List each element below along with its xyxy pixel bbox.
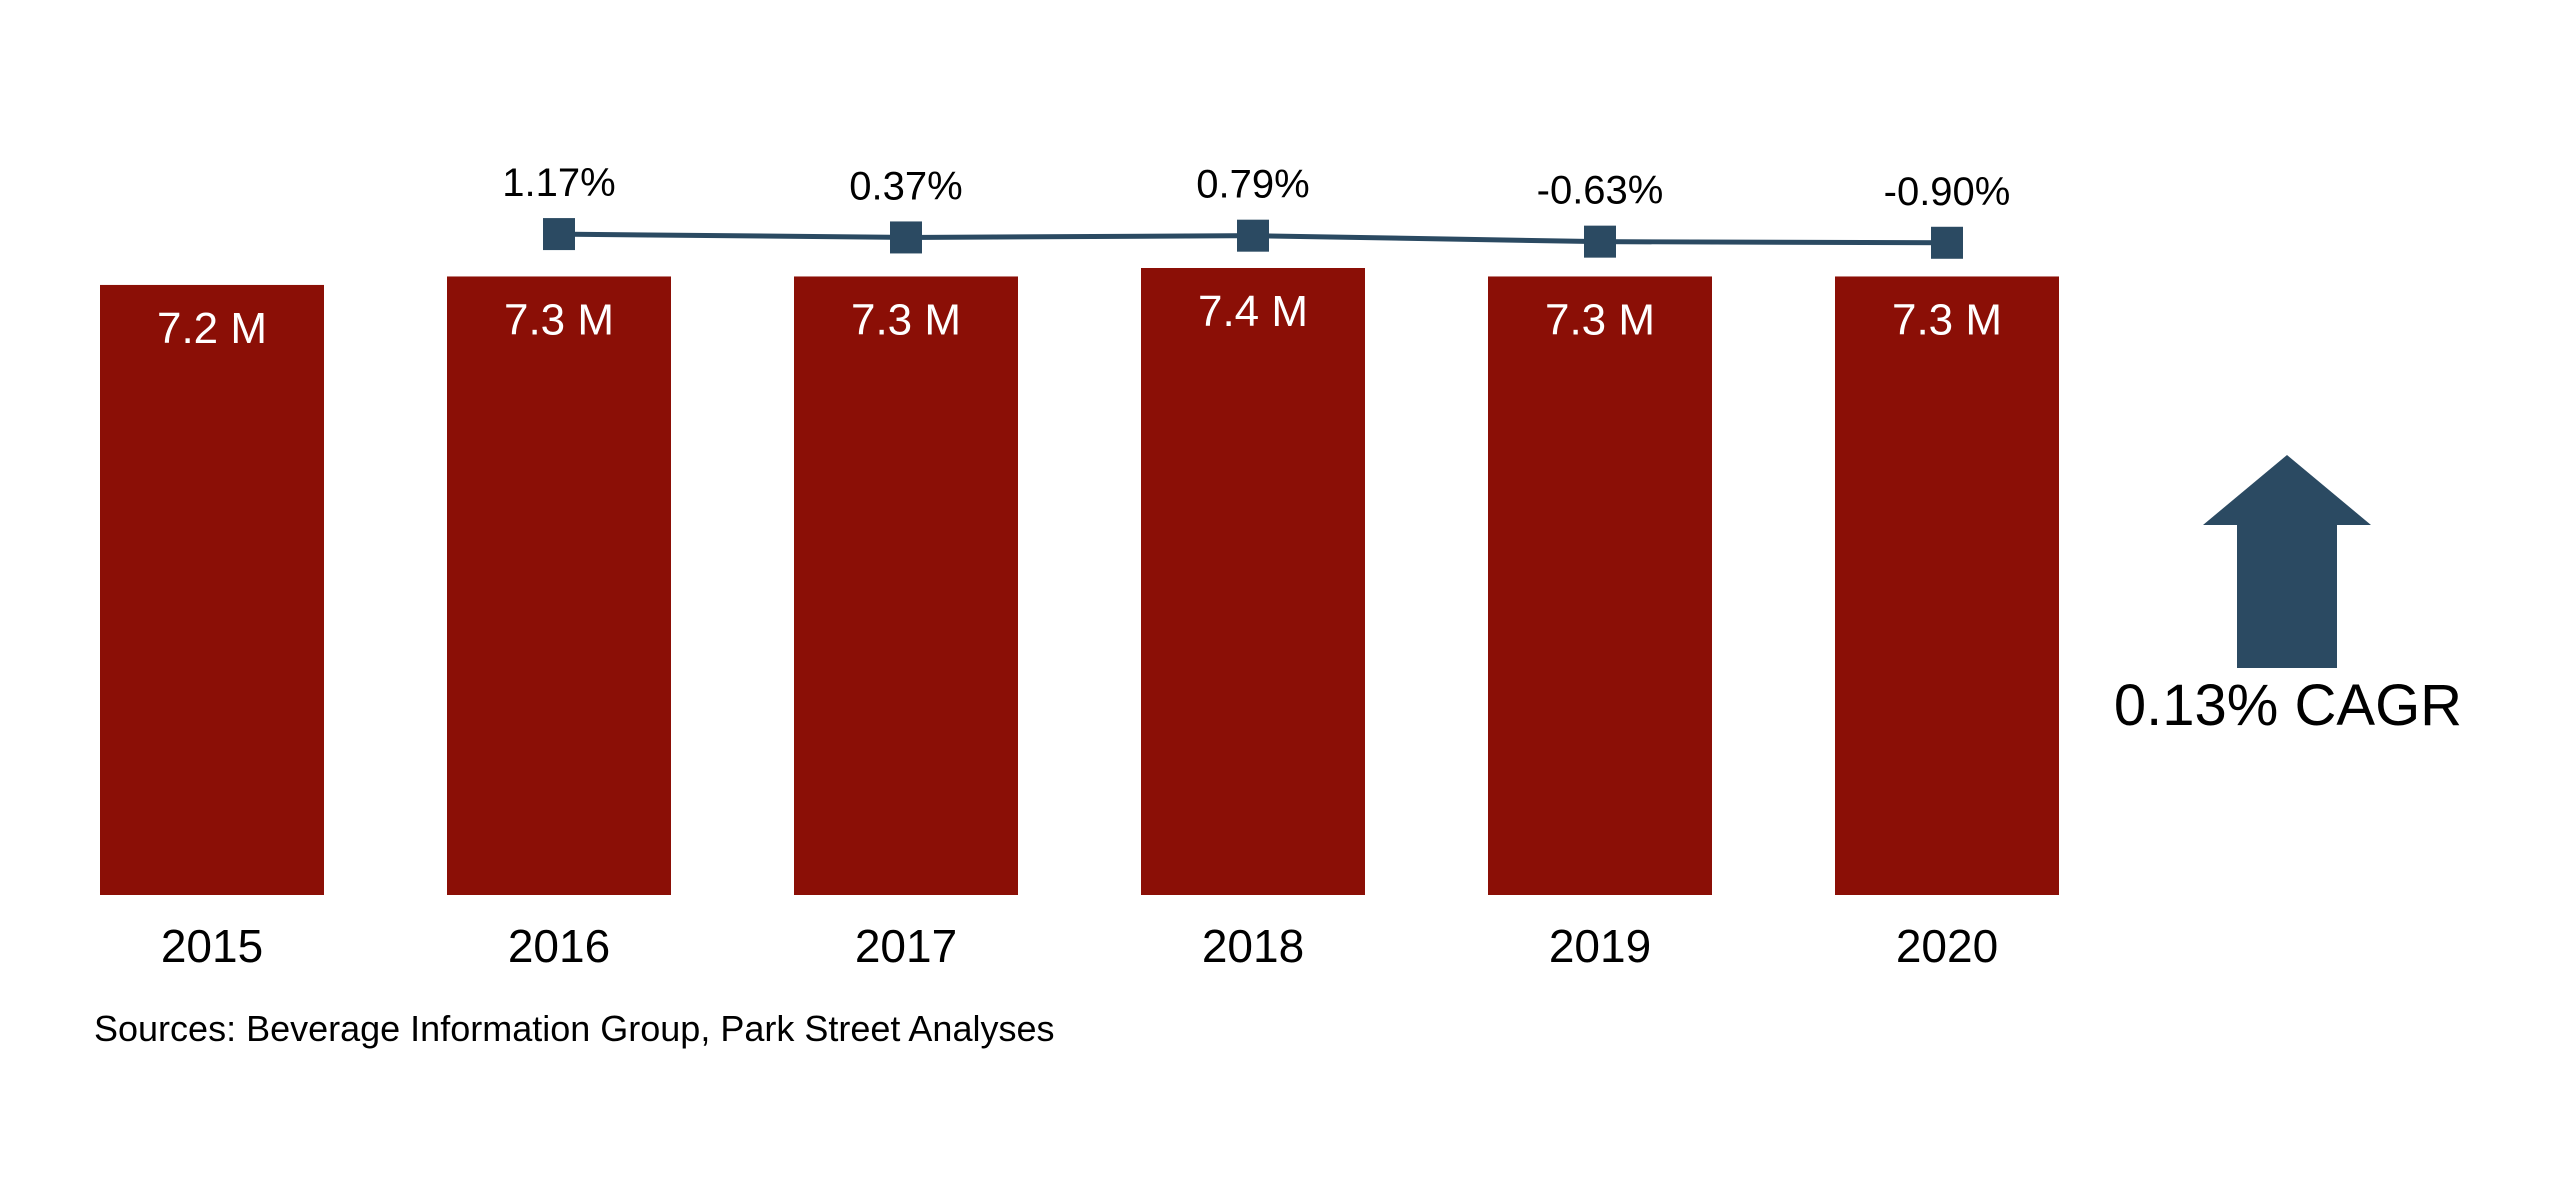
bar-2017 [794,276,1018,895]
bar-value-label: 7.3 M [1892,295,2002,344]
bar-value-label: 7.3 M [504,295,614,344]
growth-marker-2018 [1237,219,1269,252]
bar-value-labels-group: 7.2 M 7.3 M 7.3 M 7.4 M 7.3 M 7.3 M [157,287,2002,353]
source-note: Sources: Beverage Information Group, Par… [94,1008,1055,1049]
growth-label: 1.17% [502,161,615,205]
x-tick-label: 2016 [508,920,610,972]
bar-value-label: 7.4 M [1198,287,1308,336]
x-tick-label: 2015 [161,920,263,972]
x-tick-labels-group: 2015 2016 2017 2018 2019 2020 [161,920,1998,972]
up-arrow-icon [2203,455,2371,668]
x-tick-label: 2020 [1896,920,1998,972]
growth-marker-2017 [890,221,922,254]
growth-line-group [543,218,1963,259]
x-tick-label: 2019 [1549,920,1651,972]
bar-value-label: 7.3 M [1545,295,1655,344]
growth-marker-2016 [543,218,575,251]
bar-2015 [100,284,324,896]
growth-label: 0.79% [1196,163,1309,207]
x-tick-label: 2017 [855,920,957,972]
growth-label: -0.90% [1884,170,2011,214]
bar-2018 [1141,268,1365,895]
growth-labels-group: 1.17% 0.37% 0.79% -0.63% -0.90% [502,161,2010,214]
bars-group [100,268,2059,896]
growth-marker-2019 [1584,225,1616,258]
growth-label: 0.37% [849,164,962,208]
bar-value-label: 7.2 M [157,304,267,353]
bar-value-label: 7.3 M [851,295,961,344]
growth-label: -0.63% [1537,169,1664,213]
bar-2016 [447,276,671,895]
growth-marker-2020 [1931,226,1963,259]
cagr-label: 0.13% CAGR [2113,673,2463,738]
bar-2019 [1488,276,1712,895]
bar-2020 [1835,276,2059,895]
x-tick-label: 2018 [1202,920,1304,972]
